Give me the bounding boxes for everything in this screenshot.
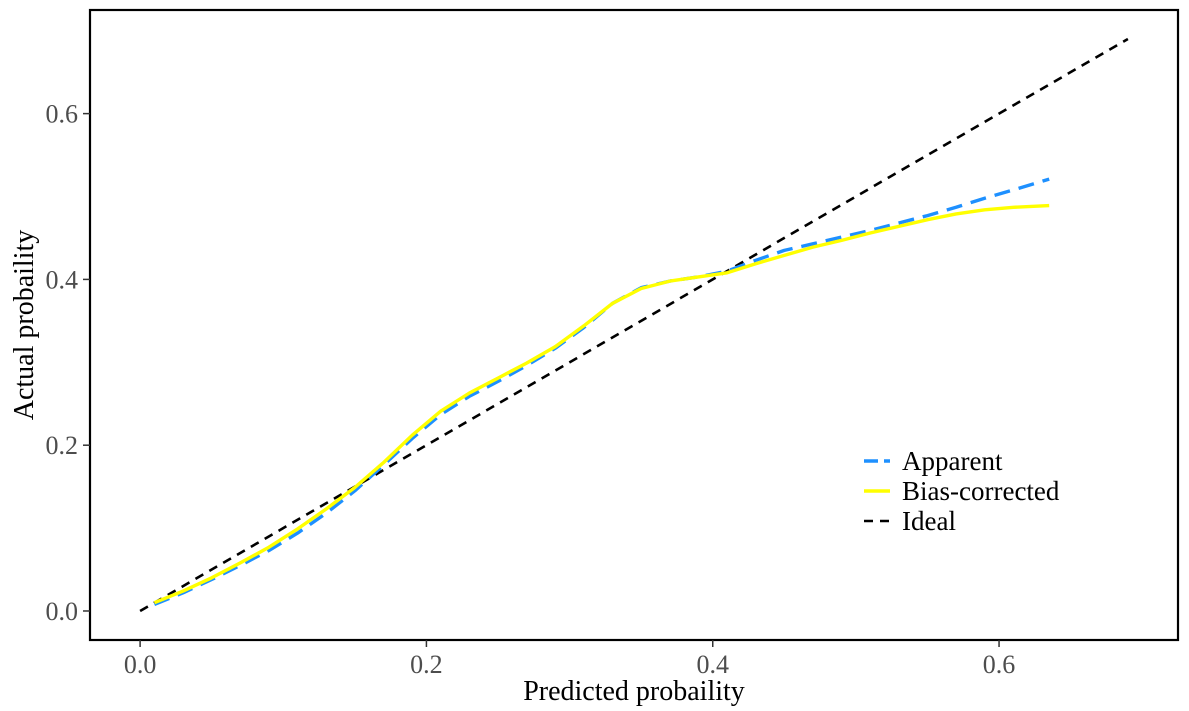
x-tick-label: 0.0 <box>124 650 157 679</box>
y-tick-label: 0.6 <box>46 100 79 129</box>
y-tick-label: 0.2 <box>46 431 79 460</box>
series-line-ideal <box>139 37 1129 613</box>
legend-label: Apparent <box>902 446 1003 476</box>
y-axis-title: Actual probaility <box>9 230 40 421</box>
y-tick-label: 0.4 <box>46 265 79 294</box>
y-tick-label: 0.0 <box>46 597 79 626</box>
x-tick-label: 0.2 <box>410 650 443 679</box>
x-tick-label: 0.4 <box>696 650 729 679</box>
x-axis-title: Predicted probaility <box>523 676 745 707</box>
legend-label: Bias-corrected <box>902 476 1060 506</box>
y-axis-ticks: 0.0 0.2 0.4 0.6 <box>46 100 90 626</box>
series-line-bias-corrected <box>153 203 1050 605</box>
series-layer <box>139 37 1129 613</box>
x-axis-ticks: 0.0 0.2 0.4 0.6 <box>124 640 1015 679</box>
legend-label: Ideal <box>902 506 956 536</box>
x-tick-label: 0.6 <box>983 650 1016 679</box>
